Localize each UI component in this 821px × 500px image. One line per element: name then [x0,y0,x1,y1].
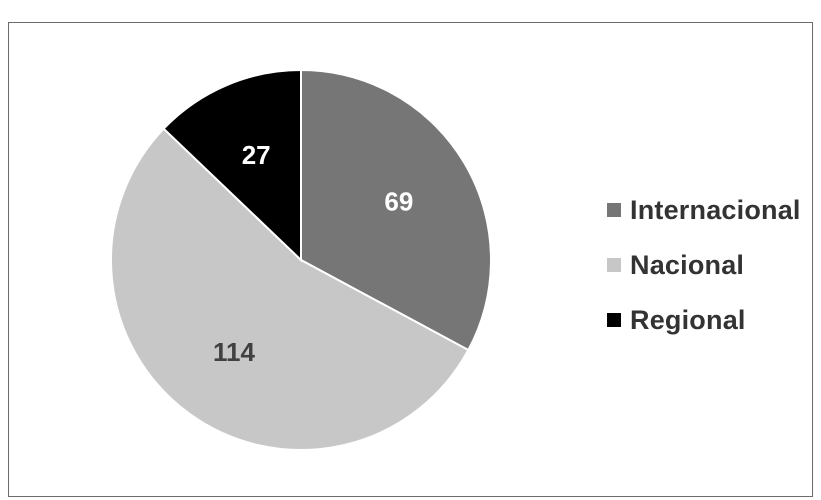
pie-label-regional: 27 [242,140,271,170]
legend-swatch-regional [607,313,621,327]
legend-label-regional: Regional [630,304,746,335]
pie-slice-regional [162,68,302,263]
pie-slice-internacional [300,68,492,352]
legend-label-nacional: Nacional [630,249,745,280]
legend-item-internacional: Internacional [607,190,801,230]
legend: Internacional Nacional Regional [607,190,801,355]
legend-item-nacional: Nacional [607,245,801,285]
legend-label-internacional: Internacional [630,194,801,225]
pie-label-internacional: 69 [384,187,413,217]
pie-slice-nacional [110,127,470,451]
legend-swatch-nacional [607,258,621,272]
legend-item-regional: Regional [607,300,801,340]
pie-label-nacional: 114 [213,337,255,367]
legend-swatch-internacional [607,203,621,217]
